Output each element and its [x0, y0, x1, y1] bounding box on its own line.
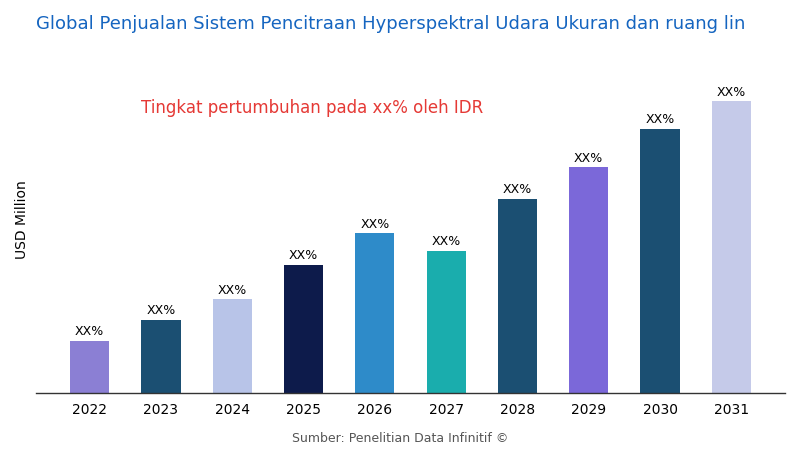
Text: XX%: XX% — [503, 183, 532, 196]
Text: XX%: XX% — [574, 152, 603, 165]
Text: XX%: XX% — [646, 113, 674, 126]
Text: Sumber: Penelitian Data Infinitif ©: Sumber: Penelitian Data Infinitif © — [292, 432, 508, 446]
Text: XX%: XX% — [289, 249, 318, 262]
Bar — [426, 251, 466, 393]
Bar — [284, 265, 323, 393]
Bar — [70, 341, 110, 393]
Text: XX%: XX% — [146, 305, 175, 318]
Bar — [213, 299, 252, 393]
Text: XX%: XX% — [717, 86, 746, 99]
Bar — [355, 234, 394, 393]
Bar — [142, 320, 181, 393]
Bar — [498, 198, 537, 393]
Text: XX%: XX% — [75, 325, 104, 338]
Text: XX%: XX% — [360, 218, 390, 230]
Text: XX%: XX% — [431, 235, 461, 248]
Text: XX%: XX% — [218, 284, 247, 297]
Bar — [641, 129, 680, 393]
Text: Global Penjualan Sistem Pencitraan Hyperspektral Udara Ukuran dan ruang lin: Global Penjualan Sistem Pencitraan Hyper… — [36, 15, 746, 33]
Text: Tingkat pertumbuhan pada xx% oleh IDR: Tingkat pertumbuhan pada xx% oleh IDR — [141, 99, 483, 117]
Y-axis label: USD Million: USD Million — [15, 180, 29, 259]
Bar — [712, 101, 751, 393]
Bar — [569, 167, 608, 393]
